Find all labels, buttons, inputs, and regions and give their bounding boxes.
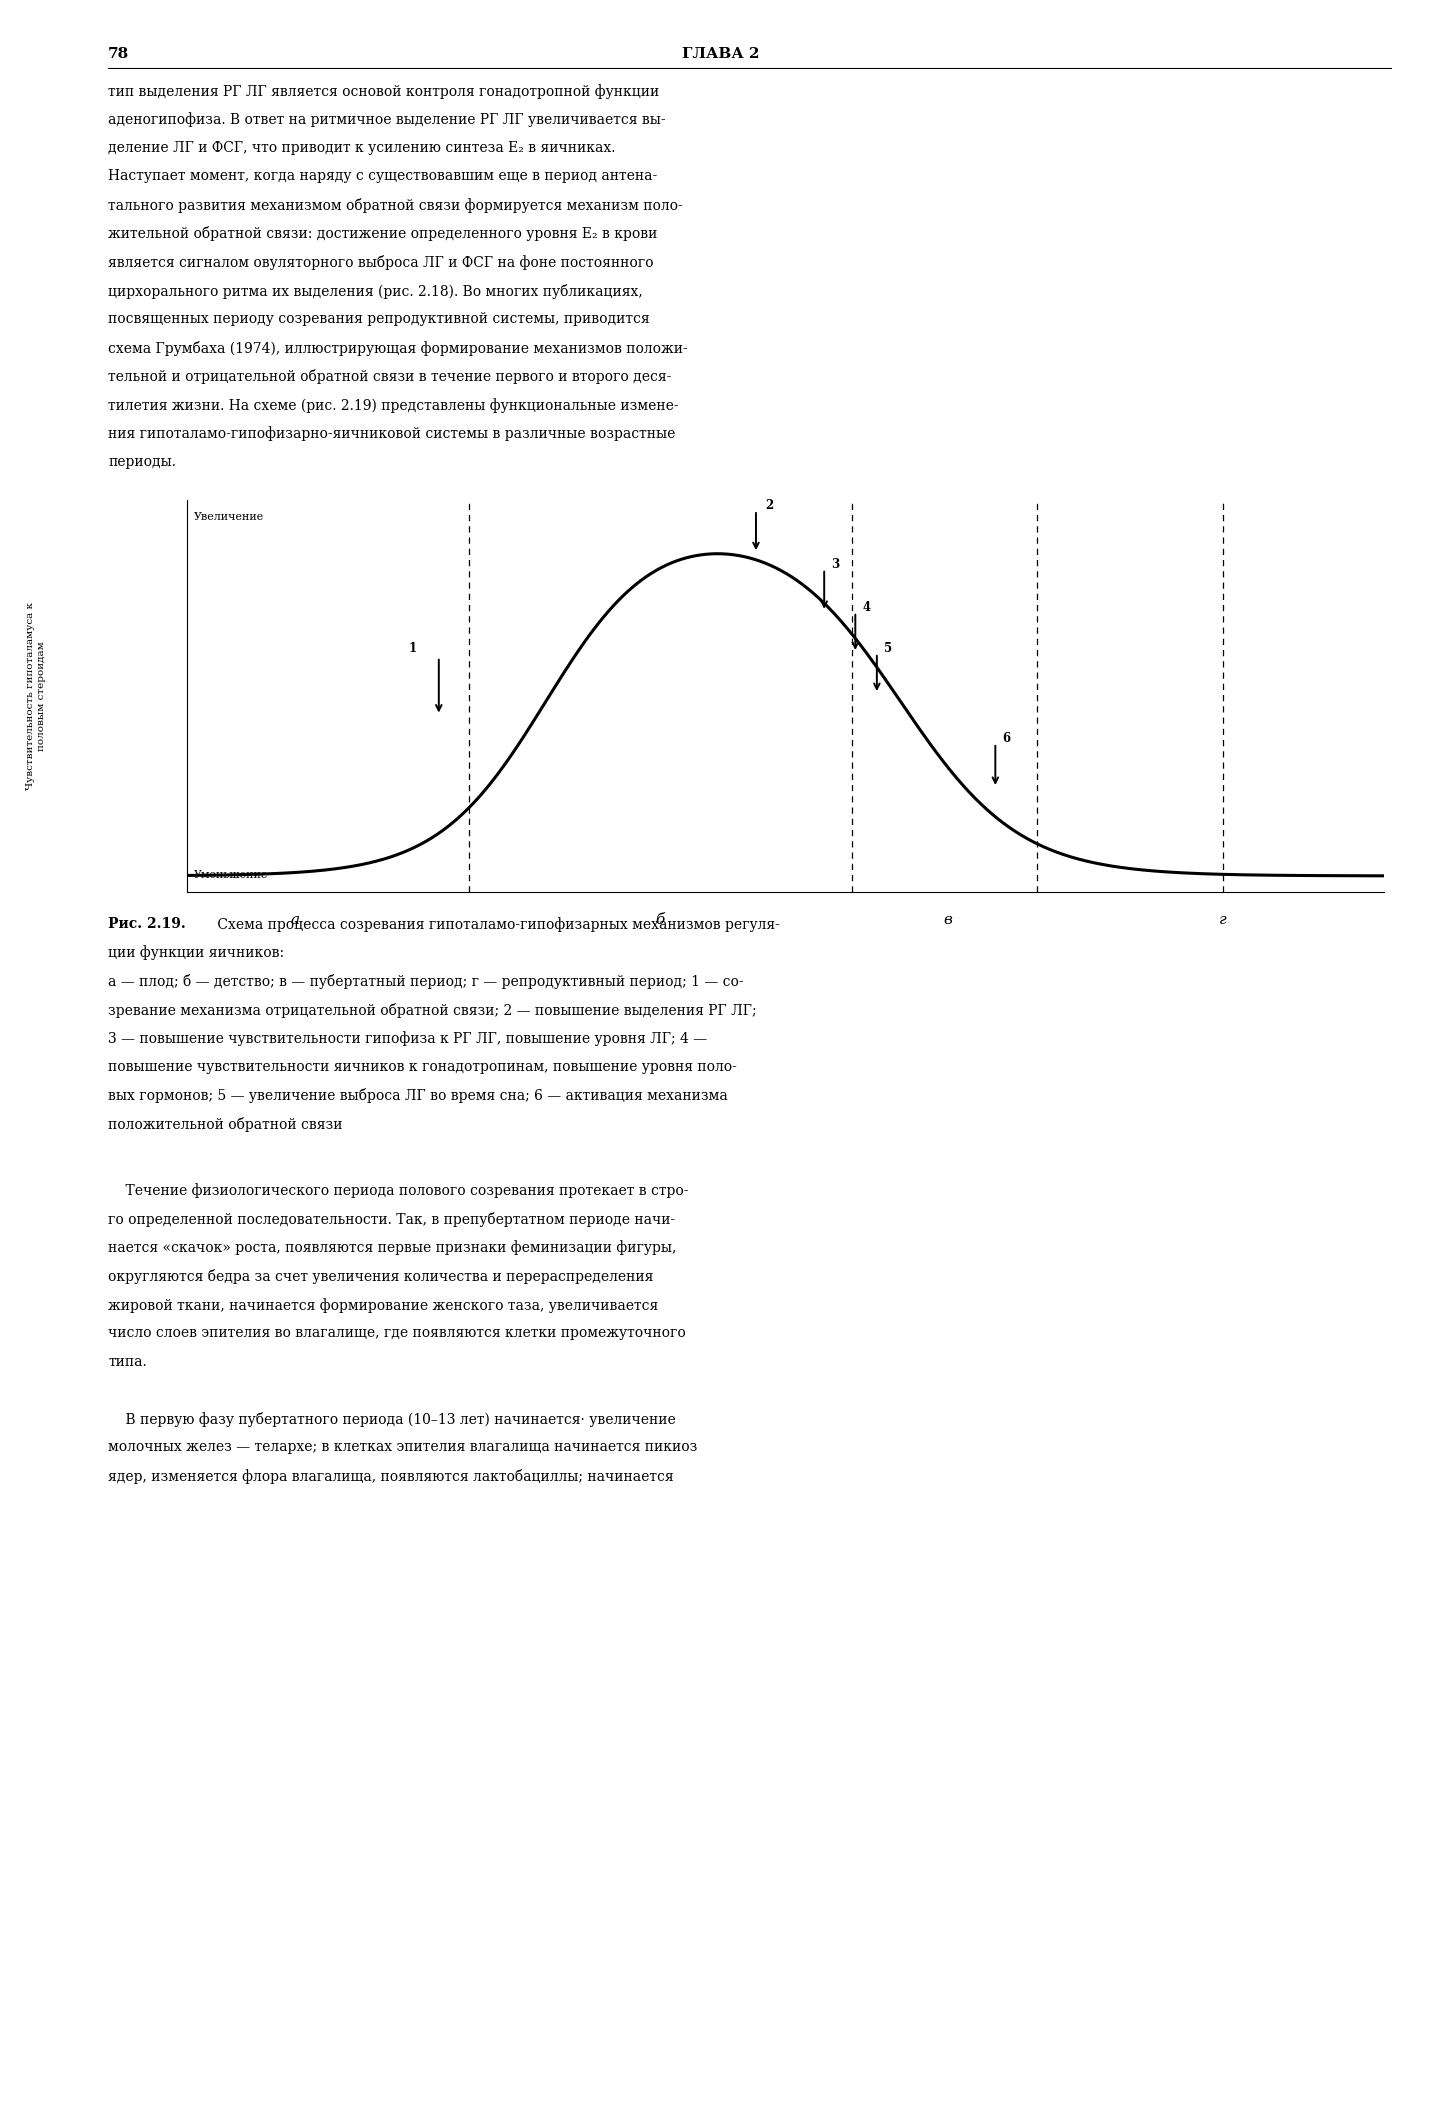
Text: 78: 78: [108, 47, 130, 61]
Text: 4: 4: [862, 601, 871, 613]
Text: Рис. 2.19.: Рис. 2.19.: [108, 918, 186, 931]
Text: Уменьшение: Уменьшение: [193, 869, 268, 880]
Text: а — плод; б — детство; в — пубертатный период; г — репродуктивный период; 1 — со: а — плод; б — детство; в — пубертатный п…: [108, 975, 744, 990]
Text: В первую фазу пубертатного периода (10–13 лет) начинается· увеличение: В первую фазу пубертатного периода (10–1…: [108, 1413, 676, 1428]
Text: число слоев эпителия во влагалище, где появляются клетки промежуточного: число слоев эпителия во влагалище, где п…: [108, 1326, 686, 1341]
Text: ния гипоталамо-гипофизарно-яичниковой системы в различные возрастные: ния гипоталамо-гипофизарно-яичниковой си…: [108, 427, 675, 442]
Text: б: б: [656, 914, 665, 926]
Text: Наступает момент, когда наряду с существовавшим еще в период антена-: Наступает момент, когда наряду с существ…: [108, 169, 658, 184]
Text: периоды.: периоды.: [108, 455, 176, 470]
Text: типа.: типа.: [108, 1356, 147, 1368]
Text: тельной и отрицательной обратной связи в течение первого и второго деся-: тельной и отрицательной обратной связи в…: [108, 370, 672, 385]
Text: зревание механизма отрицательной обратной связи; 2 — повышение выделения РГ ЛГ;: зревание механизма отрицательной обратно…: [108, 1003, 757, 1017]
Text: Течение физиологического периода полового созревания протекает в стро-: Течение физиологического периода половог…: [108, 1184, 689, 1199]
Text: тип выделения РГ ЛГ является основой контроля гонадотропной функции: тип выделения РГ ЛГ является основой кон…: [108, 85, 659, 99]
Text: тального развития механизмом обратной связи формируется механизм поло-: тального развития механизмом обратной св…: [108, 199, 684, 214]
Text: жительной обратной связи: достижение определенного уровня Е₂ в крови: жительной обратной связи: достижение опр…: [108, 226, 658, 241]
Text: аденогипофиза. В ответ на ритмичное выделение РГ ЛГ увеличивается вы-: аденогипофиза. В ответ на ритмичное выде…: [108, 112, 666, 127]
Text: 2: 2: [766, 499, 774, 512]
Text: повышение чувствительности яичников к гонадотропинам, повышение уровня поло-: повышение чувствительности яичников к го…: [108, 1060, 737, 1074]
Text: вых гормонов; 5 — увеличение выброса ЛГ во время сна; 6 — активация механизма: вых гормонов; 5 — увеличение выброса ЛГ …: [108, 1089, 728, 1104]
Text: ядер, изменяется флора влагалища, появляются лактобациллы; начинается: ядер, изменяется флора влагалища, появля…: [108, 1470, 673, 1485]
Text: Увеличение: Увеличение: [193, 512, 264, 522]
Text: ГЛАВА 2: ГЛАВА 2: [682, 47, 760, 61]
Text: цирхорального ритма их выделения (рис. 2.18). Во многих публикациях,: цирхорального ритма их выделения (рис. 2…: [108, 283, 643, 298]
Text: 3 — повышение чувствительности гипофиза к РГ ЛГ, повышение уровня ЛГ; 4 —: 3 — повышение чувствительности гипофиза …: [108, 1032, 707, 1047]
Text: в: в: [943, 914, 952, 926]
Text: посвященных периоду созревания репродуктивной системы, приводится: посвященных периоду созревания репродукт…: [108, 313, 650, 326]
Text: молочных желез — телархе; в клетках эпителия влагалища начинается пикиоз: молочных желез — телархе; в клетках эпит…: [108, 1440, 698, 1455]
Text: 6: 6: [1002, 732, 1011, 744]
Text: Схема процесса созревания гипоталамо-гипофизарных механизмов регуля-: Схема процесса созревания гипоталамо-гип…: [213, 918, 780, 933]
Text: округляются бедра за счет увеличения количества и перераспределения: округляются бедра за счет увеличения кол…: [108, 1269, 653, 1284]
Text: нается «скачок» роста, появляются первые признаки феминизации фигуры,: нается «скачок» роста, появляются первые…: [108, 1242, 676, 1256]
Text: го определенной последовательности. Так, в препубертатном периоде начи-: го определенной последовательности. Так,…: [108, 1212, 675, 1227]
Text: деление ЛГ и ФСГ, что приводит к усилению синтеза Е₂ в яичниках.: деление ЛГ и ФСГ, что приводит к усилени…: [108, 142, 616, 154]
Text: ции функции яичников:: ции функции яичников:: [108, 945, 284, 960]
Text: схема Грумбаха (1974), иллюстрирующая формирование механизмов положи-: схема Грумбаха (1974), иллюстрирующая фо…: [108, 341, 688, 355]
Text: положительной обратной связи: положительной обратной связи: [108, 1117, 343, 1132]
Text: 3: 3: [832, 558, 839, 571]
Text: жировой ткани, начинается формирование женского таза, увеличивается: жировой ткани, начинается формирование ж…: [108, 1299, 659, 1313]
Text: г: г: [1218, 914, 1227, 926]
Text: Чувствительность гипоталамуса к
половым стероидам: Чувствительность гипоталамуса к половым …: [26, 603, 46, 789]
Text: тилетия жизни. На схеме (рис. 2.19) представлены функциональные измене-: тилетия жизни. На схеме (рис. 2.19) пред…: [108, 398, 679, 412]
Text: 5: 5: [884, 641, 893, 656]
Text: а: а: [291, 914, 300, 926]
Text: 1: 1: [410, 641, 417, 656]
Text: является сигналом овуляторного выброса ЛГ и ФСГ на фоне постоянного: является сигналом овуляторного выброса Л…: [108, 256, 653, 271]
